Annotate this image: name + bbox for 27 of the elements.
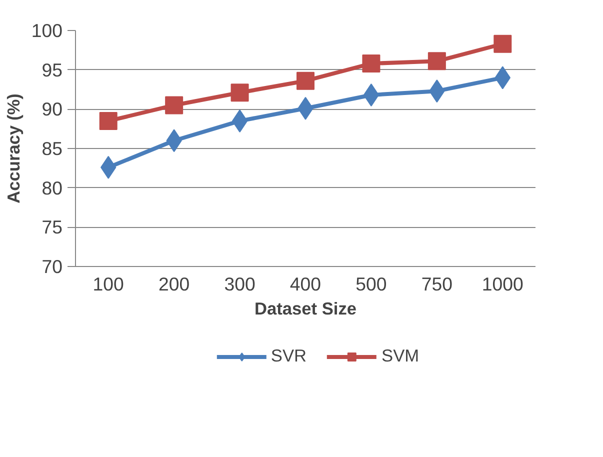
y-tick-label: 75: [42, 216, 63, 238]
x-tick-label: 500: [356, 274, 387, 294]
y-axis-title: Accuracy (%): [3, 94, 24, 204]
point: [296, 72, 314, 90]
x-tick-label: 400: [290, 274, 322, 294]
x-tick-label: 1000: [482, 274, 524, 294]
point: [494, 34, 512, 53]
x-tick-label: 200: [158, 274, 190, 294]
point: [99, 112, 118, 130]
point: [362, 54, 380, 73]
x-tick-label: 100: [92, 274, 124, 294]
x-tick-label: 300: [224, 274, 256, 294]
legend-label: SVM: [382, 346, 420, 366]
point: [428, 52, 446, 70]
point: [363, 84, 380, 107]
legend-label: SVR: [270, 346, 307, 366]
y-tick-label: 100: [31, 20, 63, 41]
y-tick-label: 80: [42, 177, 63, 198]
point: [230, 84, 249, 102]
x-tick-label: 750: [421, 274, 453, 294]
y-tick-label: 85: [42, 138, 63, 159]
x-axis-title: Dataset Size: [254, 298, 357, 318]
y-tick-label: 95: [42, 59, 63, 80]
point: [232, 109, 248, 132]
y-tick-label: 70: [42, 256, 63, 277]
y-tick-label: 90: [42, 98, 63, 120]
point: [165, 96, 184, 114]
